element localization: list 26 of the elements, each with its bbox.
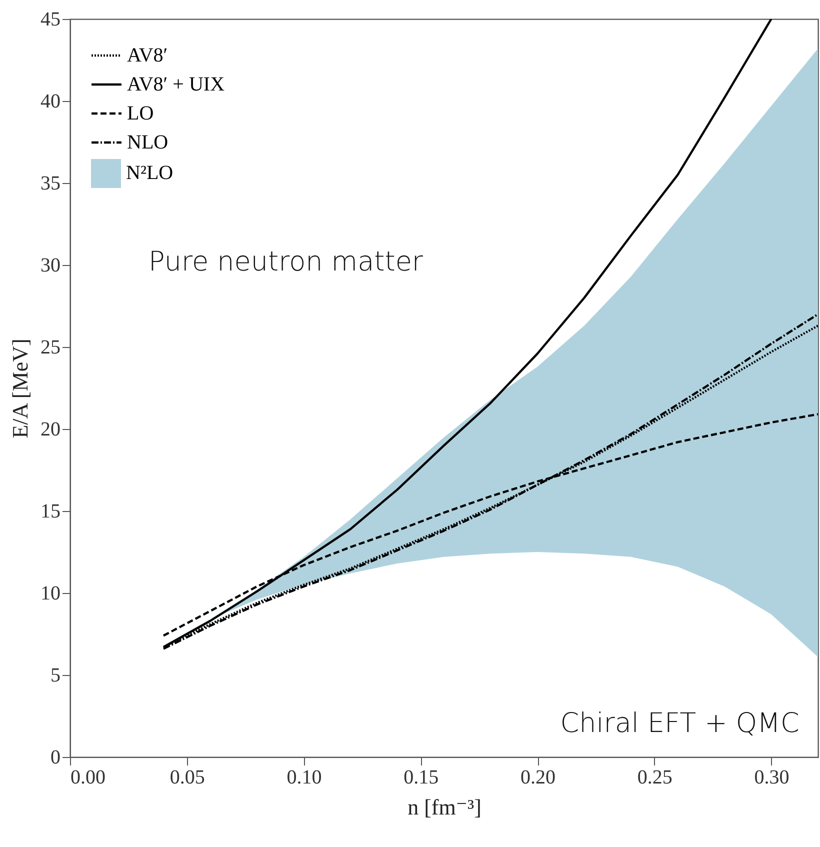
annotation: Chiral EFT + QMC (560, 708, 800, 739)
y-axis-title: E/A [MeV] (8, 338, 32, 438)
y-tick-label: 10 (40, 582, 60, 604)
y-tick-label: 5 (50, 664, 60, 686)
legend-label: AV8′ (127, 44, 168, 66)
y-tick-label: 45 (40, 8, 60, 30)
x-tick-label: 0.20 (520, 766, 556, 788)
x-tick-label: 0.00 (70, 766, 106, 788)
x-tick-label: 0.15 (404, 766, 439, 788)
legend-label: AV8′ + UIX (127, 74, 226, 96)
annotation: Pure neutron matter (148, 246, 424, 278)
y-tick-label: 25 (40, 336, 60, 358)
y-tick-label: 20 (40, 418, 60, 440)
x-axis-title: n [fm⁻³] (408, 794, 482, 820)
y-tick-label: 30 (40, 254, 60, 276)
y-tick-label: 0 (50, 746, 60, 768)
legend-label: LO (127, 102, 154, 124)
legend-label: NLO (127, 132, 168, 154)
legend-label: N²LO (126, 162, 174, 184)
y-tick-label: 40 (40, 90, 60, 112)
y-tick-label: 35 (40, 172, 60, 194)
x-tick-label: 0.30 (754, 766, 790, 788)
x-tick-label: 0.10 (286, 766, 322, 788)
x-tick-label: 0.25 (637, 766, 672, 788)
y-tick-label: 15 (40, 500, 60, 522)
x-tick-label: 0.05 (170, 766, 205, 788)
